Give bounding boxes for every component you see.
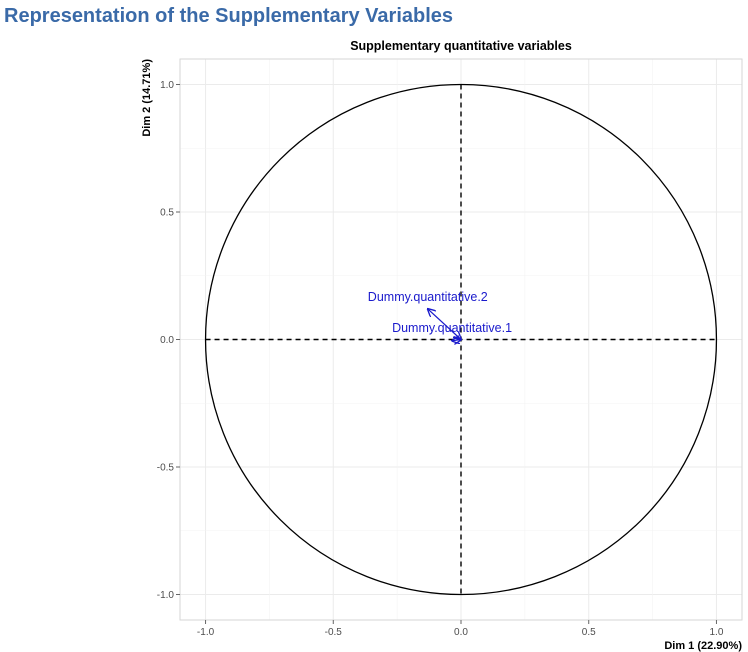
variable-label: Dummy.quantitative.2 [368,290,488,304]
y-tick-label: 1.0 [160,80,174,91]
x-tick-label: -0.5 [325,627,343,638]
correlation-circle [204,83,718,596]
x-tick-label: 1.0 [710,627,724,638]
variable-labels: Dummy.quantitative.2 Dummy.quantitative.1 [368,290,512,335]
chart-title: Supplementary quantitative variables [350,39,572,53]
x-tick-label: -1.0 [197,627,215,638]
variable-arrows [428,309,461,341]
section-heading: Representation of the Supplementary Vari… [4,5,454,27]
x-tick-label: 0.5 [582,627,596,638]
variable-label: Dummy.quantitative.1 [392,321,512,335]
y-axis-title: Dim 2 (14.71%) [141,59,153,137]
y-tick-label: 0.0 [160,335,174,346]
variable-arrow [428,309,461,340]
y-tick-label: 0.5 [160,208,174,219]
axis-ticks: -1.0 -0.5 0.0 0.5 1.0 1.0 0.5 0.0 -0.5 -1.0 [157,80,724,638]
x-axis-title: Dim 1 (22.90%) [664,640,742,652]
x-tick-label: 0.0 [454,627,468,638]
y-tick-label: -1.0 [157,590,175,601]
variable-arrow [452,340,461,341]
y-tick-label: -0.5 [157,463,175,474]
